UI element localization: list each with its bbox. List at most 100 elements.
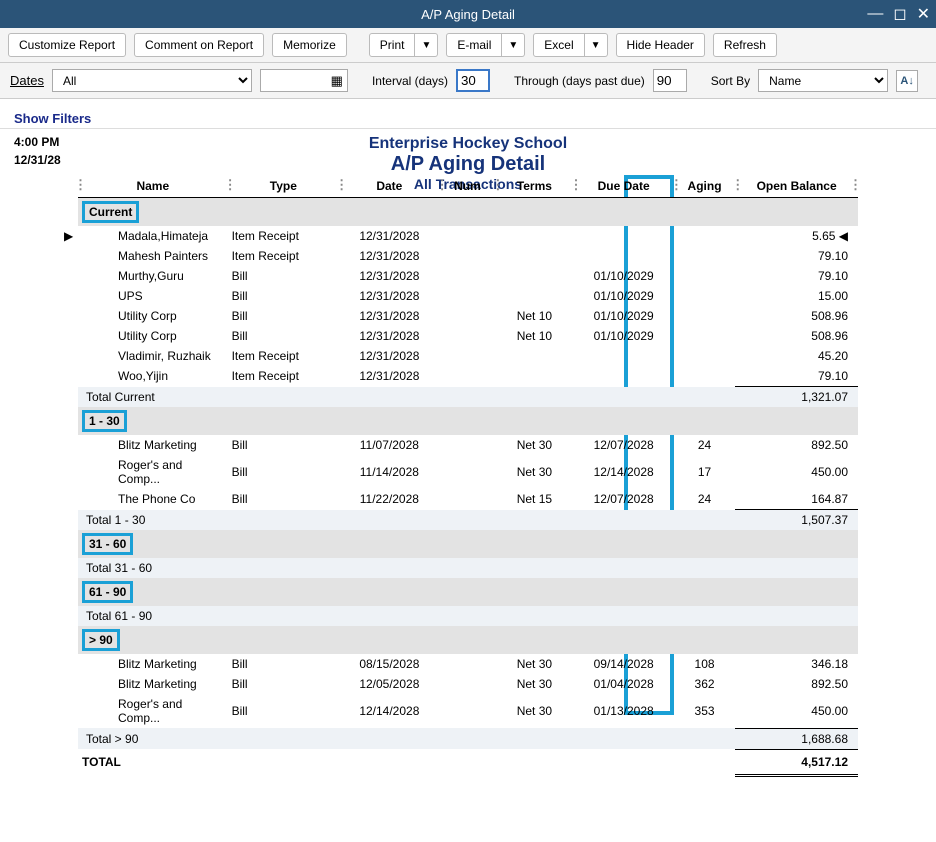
- cell-date: 12/31/2028: [339, 246, 439, 266]
- table-row[interactable]: UPSBill12/31/202801/10/202915.00: [78, 286, 858, 306]
- section-total-row: Total > 901,688.68: [78, 728, 858, 749]
- cell-terms: Net 30: [495, 455, 573, 489]
- section-header: Current: [78, 198, 858, 227]
- sortby-select[interactable]: Name: [758, 69, 888, 92]
- cell-duedate: 12/07/2028: [573, 489, 673, 510]
- show-filters-link[interactable]: Show Filters: [14, 107, 922, 126]
- interval-input[interactable]: [456, 69, 490, 92]
- cell-duedate: 01/10/2029: [573, 306, 673, 326]
- cell-num: [440, 435, 496, 455]
- cell-name: Murthy,Guru: [78, 266, 228, 286]
- cell-duedate: 01/10/2029: [573, 326, 673, 346]
- email-button[interactable]: E-mail: [446, 33, 502, 57]
- cell-terms: Net 10: [495, 306, 573, 326]
- calendar-icon: ▦: [331, 73, 343, 89]
- sortby-label: Sort By: [711, 74, 750, 88]
- section-header: > 90: [78, 626, 858, 654]
- section-label: 61 - 90: [82, 581, 133, 603]
- cell-aging: 362: [674, 674, 735, 694]
- cell-num: [440, 226, 496, 246]
- cell-type: Bill: [228, 694, 340, 728]
- cell-name: Vladimir, Ruzhaik: [78, 346, 228, 366]
- table-row[interactable]: ▶Madala,HimatejaItem Receipt12/31/20285.…: [78, 226, 858, 246]
- table-row[interactable]: Roger's and Comp...Bill11/14/2028Net 301…: [78, 455, 858, 489]
- grand-total-value: 4,517.12: [735, 749, 858, 775]
- cell-aging: [674, 306, 735, 326]
- section-header: 31 - 60: [78, 530, 858, 558]
- cell-name: UPS: [78, 286, 228, 306]
- table-row[interactable]: Vladimir, RuzhaikItem Receipt12/31/20284…: [78, 346, 858, 366]
- cell-duedate: 01/04/2028: [573, 674, 673, 694]
- cell-aging: 108: [674, 654, 735, 674]
- titlebar: A/P Aging Detail — ◻ ✕: [0, 0, 936, 28]
- info-bar: Show Filters: [0, 99, 936, 128]
- cell-type: Bill: [228, 674, 340, 694]
- maximize-icon[interactable]: ◻: [893, 4, 906, 24]
- cell-date: 12/05/2028: [339, 674, 439, 694]
- cell-balance: 508.96: [735, 326, 858, 346]
- minimize-icon[interactable]: —: [867, 5, 883, 23]
- section-label: 1 - 30: [82, 410, 127, 432]
- table-row[interactable]: Blitz MarketingBill12/05/2028Net 3001/04…: [78, 674, 858, 694]
- cell-balance: 5.65 ◀: [735, 226, 858, 246]
- cell-date: 11/22/2028: [339, 489, 439, 510]
- col-name: Name: [136, 179, 169, 193]
- cell-aging: 17: [674, 455, 735, 489]
- table-row[interactable]: Roger's and Comp...Bill12/14/2028Net 300…: [78, 694, 858, 728]
- table-row[interactable]: Blitz MarketingBill11/07/2028Net 3012/07…: [78, 435, 858, 455]
- comment-on-report-button[interactable]: Comment on Report: [134, 33, 264, 57]
- email-dropdown[interactable]: ▼: [502, 33, 525, 57]
- table-row[interactable]: Utility CorpBill12/31/2028Net 1001/10/20…: [78, 306, 858, 326]
- section-total-label: Total Current: [78, 387, 735, 408]
- cell-balance: 346.18: [735, 654, 858, 674]
- report-time: 4:00 PM: [14, 135, 61, 149]
- excel-button[interactable]: Excel: [533, 33, 584, 57]
- cell-terms: [495, 286, 573, 306]
- table-row[interactable]: Blitz MarketingBill08/15/2028Net 3009/14…: [78, 654, 858, 674]
- cell-duedate: [573, 246, 673, 266]
- table-row[interactable]: Woo,YijinItem Receipt12/31/202879.10: [78, 366, 858, 387]
- cell-name: Mahesh Painters: [78, 246, 228, 266]
- cell-num: [440, 246, 496, 266]
- through-input[interactable]: [653, 69, 687, 92]
- cell-balance: 892.50: [735, 435, 858, 455]
- excel-dropdown[interactable]: ▼: [585, 33, 608, 57]
- cell-num: [440, 674, 496, 694]
- table-row[interactable]: Utility CorpBill12/31/2028Net 1001/10/20…: [78, 326, 858, 346]
- close-icon[interactable]: ✕: [917, 4, 930, 24]
- print-dropdown[interactable]: ▼: [415, 33, 438, 57]
- cell-date: 12/31/2028: [339, 226, 439, 246]
- date-input[interactable]: ▦: [260, 69, 348, 92]
- cell-aging: [674, 266, 735, 286]
- cell-aging: 353: [674, 694, 735, 728]
- grand-total-label: TOTAL: [78, 749, 735, 775]
- hide-header-button[interactable]: Hide Header: [616, 33, 705, 57]
- cell-name: The Phone Co: [78, 489, 228, 510]
- refresh-button[interactable]: Refresh: [713, 33, 777, 57]
- section-label: 31 - 60: [82, 533, 133, 555]
- memorize-button[interactable]: Memorize: [272, 33, 347, 57]
- cell-name: Blitz Marketing: [78, 674, 228, 694]
- table-row[interactable]: Murthy,GuruBill12/31/202801/10/202979.10: [78, 266, 858, 286]
- cell-duedate: 01/13/2028: [573, 694, 673, 728]
- cell-duedate: 12/07/2028: [573, 435, 673, 455]
- row-pointer-icon: ▶: [64, 229, 73, 243]
- print-button[interactable]: Print: [369, 33, 416, 57]
- table-row[interactable]: The Phone CoBill11/22/2028Net 1512/07/20…: [78, 489, 858, 510]
- cell-name: Utility Corp: [78, 306, 228, 326]
- col-type: Type: [270, 179, 297, 193]
- dates-select[interactable]: All: [52, 69, 252, 92]
- col-date: Date: [376, 179, 402, 193]
- cell-type: Item Receipt: [228, 226, 340, 246]
- section-total-row: Total Current1,321.07: [78, 387, 858, 408]
- sort-order-button[interactable]: A↓: [896, 70, 918, 92]
- cell-num: [440, 346, 496, 366]
- cell-balance: 45.20: [735, 346, 858, 366]
- customize-report-button[interactable]: Customize Report: [8, 33, 126, 57]
- cell-aging: [674, 346, 735, 366]
- cell-balance: 508.96: [735, 306, 858, 326]
- section-total-row: Total 61 - 90: [78, 606, 858, 626]
- table-row[interactable]: Mahesh PaintersItem Receipt12/31/202879.…: [78, 246, 858, 266]
- cell-num: [440, 286, 496, 306]
- cell-date: 12/31/2028: [339, 366, 439, 387]
